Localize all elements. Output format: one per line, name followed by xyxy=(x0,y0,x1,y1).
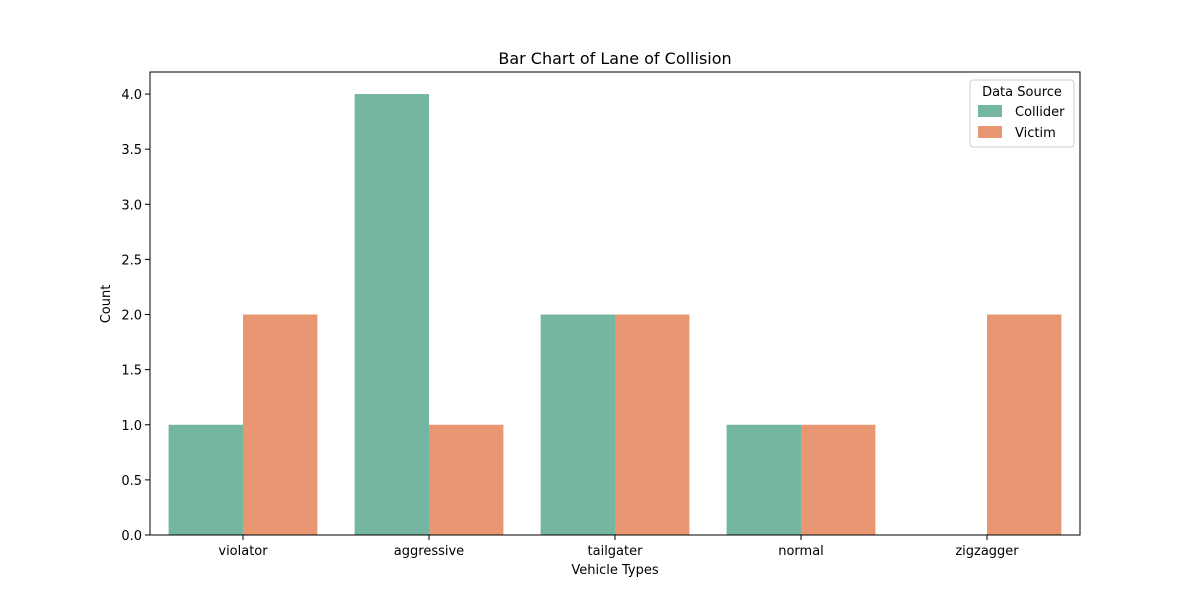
y-tick-label-1.5: 1.5 xyxy=(121,364,142,379)
legend-label-victim: Victim xyxy=(1015,126,1056,141)
bar-collider-normal xyxy=(726,424,801,535)
x-tick-label-normal: normal xyxy=(778,544,824,559)
legend-swatch-collider xyxy=(978,105,1002,117)
y-tick-label-0.0: 0.0 xyxy=(121,529,142,544)
legend-label-collider: Collider xyxy=(1015,105,1065,120)
y-tick-label-3.5: 3.5 xyxy=(121,143,142,158)
y-tick-label-2.5: 2.5 xyxy=(121,253,142,268)
legend: Data Source Collider Victim xyxy=(969,79,1075,148)
x-axis-ticks: violator aggressive tailgater normal zigzagg… xyxy=(218,535,1019,559)
bar-victim-violator xyxy=(243,314,318,535)
bar-victim-aggressive xyxy=(429,424,504,535)
y-axis-ticks: 0.0 0.5 1.0 1.5 2.0 2.5 3.0 3.5 4.0 xyxy=(121,88,150,544)
y-tick-label-2.0: 2.0 xyxy=(121,309,142,324)
plot-frame xyxy=(149,71,1081,536)
x-tick-label-zigzagger: zigzagger xyxy=(955,544,1019,559)
y-tick-label-0.5: 0.5 xyxy=(121,474,142,489)
bars-group xyxy=(168,94,1062,536)
bar-victim-zigzagger xyxy=(987,314,1062,535)
bar-victim-tailgater xyxy=(615,314,690,535)
bar-collider-aggressive xyxy=(354,94,429,536)
x-tick-label-aggressive: aggressive xyxy=(394,544,464,559)
bar-collider-tailgater xyxy=(540,314,615,535)
chart-title: Bar Chart of Lane of Collision xyxy=(498,49,731,68)
y-tick-label-1.0: 1.0 xyxy=(121,419,142,434)
y-tick-label-3.0: 3.0 xyxy=(121,198,142,213)
legend-title: Data Source xyxy=(982,85,1062,100)
bar-collider-violator xyxy=(168,424,243,535)
legend-swatch-victim xyxy=(978,126,1002,138)
x-tick-label-violator: violator xyxy=(218,544,268,559)
y-axis-label: Count xyxy=(99,285,114,324)
y-tick-label-4.0: 4.0 xyxy=(121,88,142,103)
x-axis-label: Vehicle Types xyxy=(571,563,658,578)
bar-victim-normal xyxy=(801,424,876,535)
x-tick-label-tailgater: tailgater xyxy=(588,544,644,559)
